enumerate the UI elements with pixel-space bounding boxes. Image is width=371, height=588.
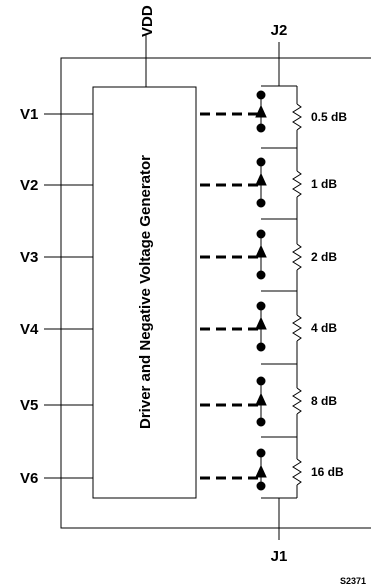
resistor-icon bbox=[292, 314, 302, 342]
switch-elements bbox=[255, 90, 267, 491]
resistor-icon bbox=[292, 458, 302, 486]
driver-block bbox=[92, 86, 197, 499]
resistor-icon bbox=[292, 387, 302, 415]
attenuation-step-label: 1 dB bbox=[311, 177, 337, 191]
control-input-label: V5 bbox=[20, 397, 38, 414]
driver-block-label: Driver and Negative Voltage Generator bbox=[137, 155, 154, 429]
package-outline bbox=[60, 57, 371, 529]
control-input-label: V2 bbox=[20, 177, 38, 194]
switch-control-lines bbox=[200, 112, 258, 480]
resistor-icon bbox=[292, 103, 302, 131]
resistor-icon bbox=[292, 170, 302, 198]
attenuation-step-label: 4 dB bbox=[311, 321, 337, 335]
vdd-label: VDD bbox=[139, 5, 156, 37]
drawing-code: S2371 bbox=[340, 576, 366, 586]
attenuation-labels: 0.5 dB 1 dB 2 dB 4 dB 8 dB 16 dB bbox=[311, 110, 347, 479]
attenuation-step-label: 16 dB bbox=[311, 465, 344, 479]
j1-label: J1 bbox=[271, 548, 288, 565]
control-input-label: V1 bbox=[20, 106, 38, 123]
control-input-label: V6 bbox=[20, 470, 38, 487]
attenuation-step-label: 8 dB bbox=[311, 394, 337, 408]
j2-label: J2 bbox=[271, 22, 288, 39]
attenuator-ladder bbox=[261, 85, 302, 499]
control-input-label: V3 bbox=[20, 249, 38, 266]
control-input-label: V4 bbox=[20, 321, 39, 338]
resistor-icon bbox=[292, 243, 302, 271]
control-inputs: V1 V2 V3 V4 V5 V6 bbox=[20, 106, 39, 487]
attenuation-step-label: 2 dB bbox=[311, 250, 337, 264]
attenuation-step-label: 0.5 dB bbox=[311, 110, 347, 124]
control-leads bbox=[44, 113, 93, 479]
